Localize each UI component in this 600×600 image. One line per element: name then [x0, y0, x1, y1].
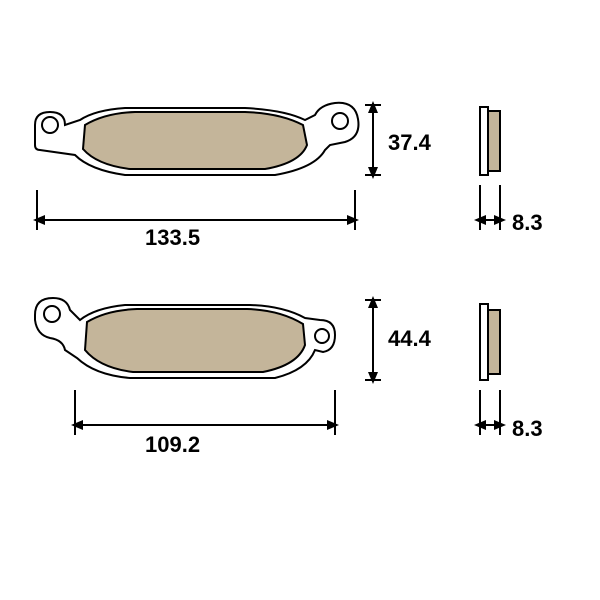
bottom-side-view [474, 304, 506, 435]
bottom-thickness-label: 8.3 [512, 416, 543, 442]
bottom-height-dimension [365, 296, 381, 384]
top-pad-group [25, 95, 585, 265]
bottom-pad-svg [25, 290, 585, 480]
top-width-dimension [33, 190, 359, 230]
top-side-view [474, 107, 506, 230]
top-height-label: 37.4 [388, 130, 431, 156]
top-pad-front-view [35, 103, 358, 175]
top-thickness-label: 8.3 [512, 210, 543, 236]
top-pad-svg [25, 95, 585, 265]
bottom-pad-group [25, 290, 585, 480]
top-width-label: 133.5 [145, 225, 200, 251]
bottom-pad-front-view [35, 298, 335, 378]
bottom-width-label: 109.2 [145, 432, 200, 458]
top-height-dimension [365, 101, 381, 179]
bottom-width-dimension [71, 390, 339, 435]
bottom-height-label: 44.4 [388, 326, 431, 352]
technical-drawing: 37.4 133.5 8.3 [0, 0, 600, 600]
